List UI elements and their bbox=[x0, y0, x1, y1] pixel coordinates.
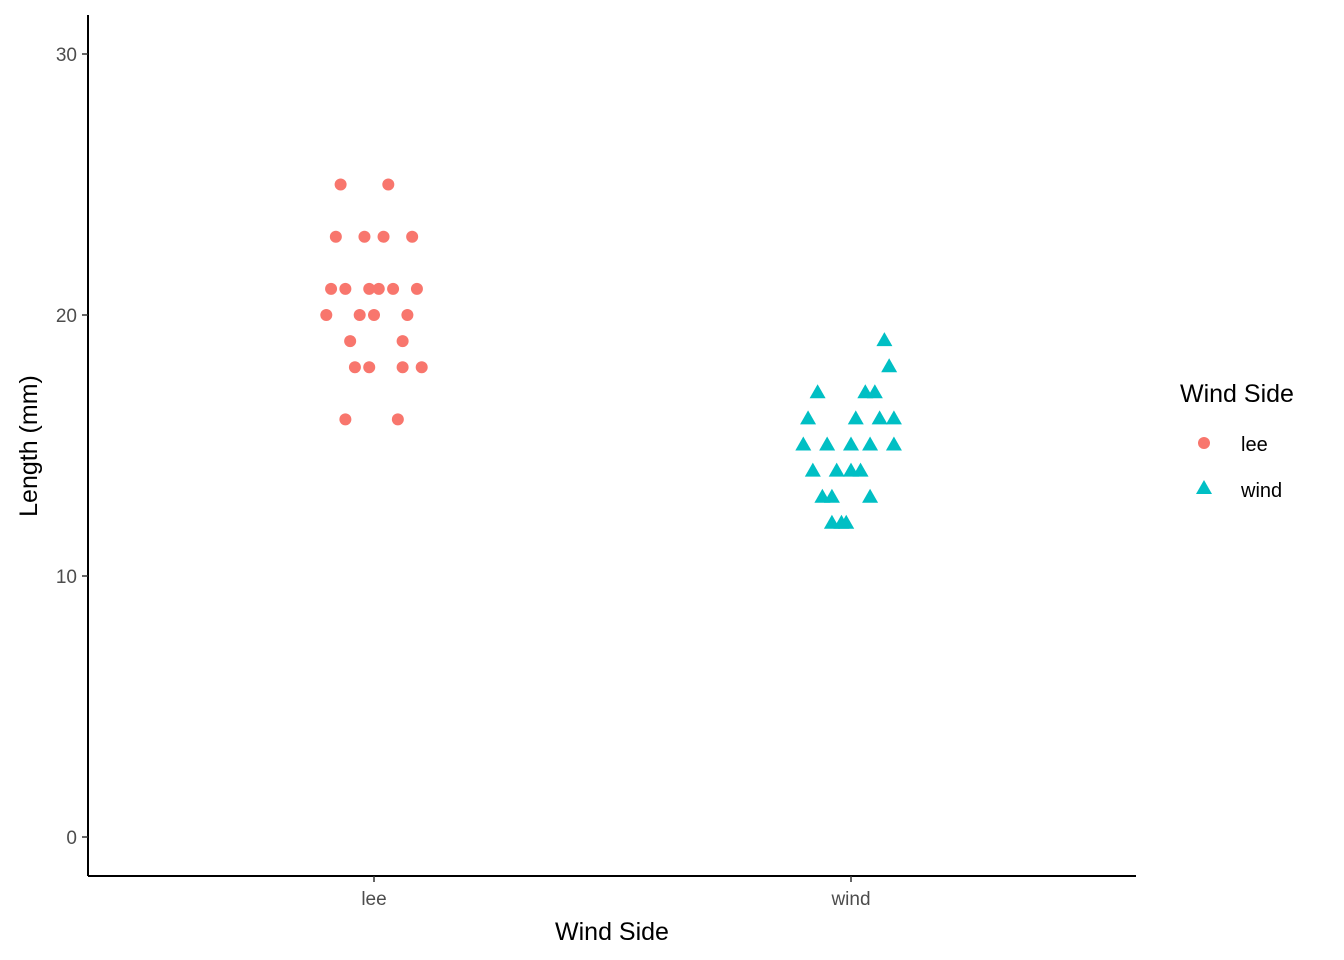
data-point-wind bbox=[838, 514, 855, 529]
data-point-wind bbox=[809, 384, 826, 399]
y-axis-title: Length (mm) bbox=[15, 375, 43, 517]
data-point-lee bbox=[396, 361, 409, 374]
x-tick-label-lee: lee bbox=[361, 889, 386, 910]
data-point-lee bbox=[320, 309, 333, 321]
data-point-wind bbox=[862, 436, 879, 451]
data-point-lee bbox=[353, 309, 366, 321]
y-tick-label: 10 bbox=[56, 567, 77, 588]
data-point-lee bbox=[410, 282, 423, 295]
data-point-wind bbox=[885, 410, 902, 425]
data-point-lee bbox=[325, 282, 338, 295]
data-point-lee bbox=[401, 309, 414, 321]
data-point-wind bbox=[823, 488, 840, 503]
data-point-lee bbox=[396, 335, 409, 348]
data-point-wind bbox=[847, 410, 864, 425]
y-tick-label: 20 bbox=[56, 306, 77, 327]
data-point-lee bbox=[329, 230, 342, 243]
legend-title: Wind Side bbox=[1180, 380, 1294, 408]
data-point-wind bbox=[881, 358, 898, 373]
data-point-lee bbox=[334, 178, 347, 191]
data-point-lee bbox=[406, 230, 419, 243]
data-point-wind bbox=[871, 410, 888, 425]
data-point-lee bbox=[344, 335, 357, 348]
legend: Wind Side lee wind bbox=[1180, 380, 1294, 502]
legend-label-lee: lee bbox=[1241, 434, 1268, 456]
data-point-lee bbox=[339, 282, 352, 295]
data-point-wind bbox=[828, 462, 845, 477]
data-point-wind bbox=[885, 436, 902, 451]
data-point-lee bbox=[348, 361, 361, 374]
data-point-wind bbox=[804, 462, 821, 477]
data-point-lee bbox=[363, 282, 376, 295]
data-point-wind bbox=[800, 410, 817, 425]
data-point-wind bbox=[852, 462, 869, 477]
data-point-lee bbox=[377, 230, 390, 243]
data-point-wind bbox=[819, 436, 836, 451]
x-axis-title: Wind Side bbox=[555, 918, 669, 946]
data-point-lee bbox=[339, 413, 352, 426]
plot-area bbox=[320, 178, 902, 529]
data-point-lee bbox=[363, 361, 376, 374]
data-point-lee bbox=[368, 309, 380, 321]
data-point-lee bbox=[415, 361, 428, 374]
legend-key-lee bbox=[1198, 437, 1210, 449]
data-point-lee bbox=[372, 282, 385, 295]
y-axis-ticks: 0 10 20 30 bbox=[56, 45, 88, 849]
data-point-lee bbox=[387, 282, 400, 295]
data-point-wind bbox=[862, 488, 879, 503]
data-point-lee bbox=[358, 230, 371, 243]
y-tick-label: 0 bbox=[66, 828, 77, 849]
y-tick-label: 30 bbox=[56, 45, 77, 66]
data-point-wind bbox=[876, 332, 893, 347]
data-point-lee bbox=[391, 413, 404, 426]
x-tick-label-wind: wind bbox=[830, 889, 870, 910]
data-point-wind bbox=[866, 384, 883, 399]
x-axis-ticks: lee wind bbox=[361, 876, 871, 910]
data-point-lee bbox=[382, 178, 395, 191]
data-point-wind bbox=[795, 436, 812, 451]
legend-key-wind bbox=[1196, 480, 1212, 494]
legend-label-wind: wind bbox=[1240, 480, 1282, 502]
data-point-wind bbox=[843, 436, 859, 451]
